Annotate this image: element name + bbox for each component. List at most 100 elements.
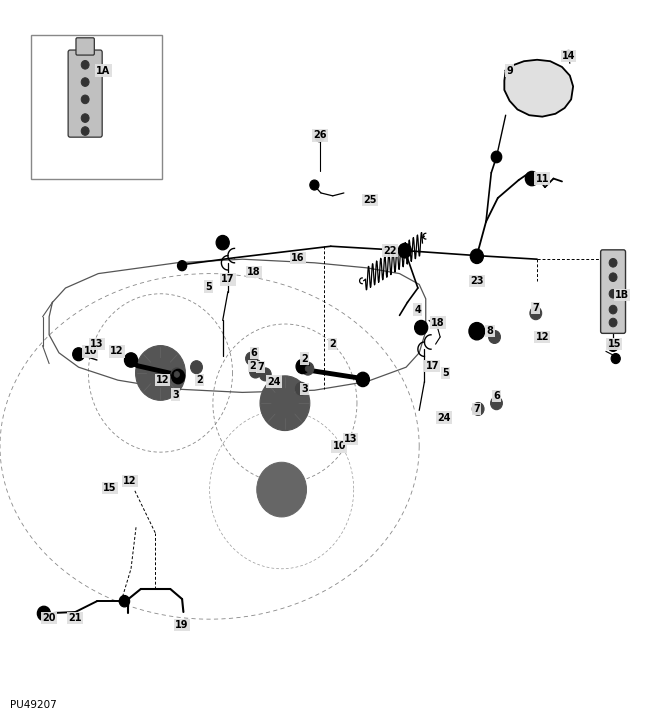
Circle shape [147, 359, 174, 387]
Text: 7: 7 [474, 404, 480, 414]
Circle shape [470, 249, 483, 264]
Text: 1B: 1B [615, 290, 629, 300]
Circle shape [259, 368, 271, 381]
Circle shape [136, 346, 185, 400]
Text: 24: 24 [267, 377, 280, 387]
Text: 16: 16 [291, 253, 305, 263]
Circle shape [253, 363, 258, 369]
Circle shape [191, 361, 202, 374]
Circle shape [489, 330, 500, 343]
Text: 1A: 1A [96, 66, 111, 76]
FancyBboxPatch shape [31, 35, 162, 179]
Circle shape [491, 397, 502, 410]
Text: 9: 9 [506, 66, 513, 76]
Text: 19: 19 [176, 620, 189, 630]
Text: 17: 17 [221, 274, 234, 284]
Text: 10: 10 [333, 441, 346, 451]
Circle shape [398, 243, 411, 258]
Circle shape [525, 171, 538, 186]
Circle shape [609, 289, 617, 298]
Circle shape [302, 362, 314, 375]
Text: 6: 6 [493, 391, 500, 401]
Circle shape [194, 364, 199, 370]
Circle shape [73, 348, 84, 361]
Circle shape [296, 359, 309, 374]
Text: 12: 12 [156, 375, 169, 385]
Text: 8: 8 [487, 326, 493, 336]
Circle shape [260, 376, 310, 431]
Text: 23: 23 [470, 276, 483, 286]
Text: 25: 25 [364, 195, 377, 205]
Circle shape [250, 365, 261, 378]
Circle shape [263, 372, 268, 377]
FancyBboxPatch shape [601, 250, 626, 333]
Polygon shape [504, 60, 573, 117]
Circle shape [474, 328, 480, 335]
Circle shape [565, 50, 572, 59]
FancyBboxPatch shape [76, 37, 94, 55]
Circle shape [270, 477, 293, 503]
Circle shape [494, 400, 499, 406]
Circle shape [533, 310, 538, 316]
Circle shape [609, 258, 617, 267]
Text: 3: 3 [172, 390, 179, 400]
Circle shape [476, 406, 481, 412]
Circle shape [172, 369, 185, 384]
Text: 7: 7 [533, 303, 539, 313]
Circle shape [400, 246, 410, 258]
Circle shape [81, 127, 89, 135]
Text: 13: 13 [90, 339, 103, 349]
Circle shape [249, 356, 254, 361]
Text: 2: 2 [301, 354, 308, 364]
Text: 15: 15 [103, 483, 117, 493]
Text: 18: 18 [248, 267, 261, 277]
Circle shape [119, 595, 130, 607]
Text: 6: 6 [251, 348, 257, 358]
Circle shape [81, 78, 89, 86]
Circle shape [124, 353, 138, 367]
Circle shape [178, 261, 187, 271]
Text: 21: 21 [69, 613, 82, 623]
Circle shape [611, 354, 620, 364]
Circle shape [305, 366, 310, 372]
Circle shape [315, 132, 324, 142]
Circle shape [257, 462, 307, 517]
Circle shape [310, 180, 319, 190]
Text: 12: 12 [536, 332, 549, 342]
Text: PU49207: PU49207 [10, 700, 56, 710]
Circle shape [37, 606, 50, 621]
Circle shape [250, 359, 261, 372]
Circle shape [609, 305, 617, 314]
Circle shape [608, 340, 618, 351]
Text: 7: 7 [257, 362, 264, 372]
Text: 10: 10 [84, 346, 97, 356]
Circle shape [299, 386, 304, 392]
Text: 26: 26 [313, 130, 326, 140]
Text: 12: 12 [110, 346, 123, 356]
Text: 3: 3 [301, 384, 308, 394]
Circle shape [81, 95, 89, 104]
Circle shape [609, 318, 617, 327]
Text: 12: 12 [123, 476, 136, 486]
Text: 13: 13 [344, 434, 357, 444]
Text: 17: 17 [426, 361, 439, 371]
Text: 24: 24 [438, 413, 451, 423]
Text: 20: 20 [43, 613, 56, 623]
Circle shape [415, 320, 428, 335]
Text: 22: 22 [383, 246, 396, 256]
Circle shape [216, 235, 229, 250]
Text: 5: 5 [442, 368, 449, 378]
Circle shape [530, 307, 542, 320]
Text: 2: 2 [329, 339, 336, 349]
Text: 2: 2 [196, 375, 203, 385]
Circle shape [171, 368, 183, 381]
Text: 4: 4 [415, 305, 421, 315]
Circle shape [41, 610, 47, 617]
Circle shape [81, 114, 89, 122]
Circle shape [492, 334, 497, 340]
Text: 5: 5 [205, 282, 212, 292]
FancyBboxPatch shape [68, 50, 102, 137]
Circle shape [253, 369, 258, 374]
Circle shape [472, 402, 484, 415]
Text: 15: 15 [608, 339, 621, 349]
